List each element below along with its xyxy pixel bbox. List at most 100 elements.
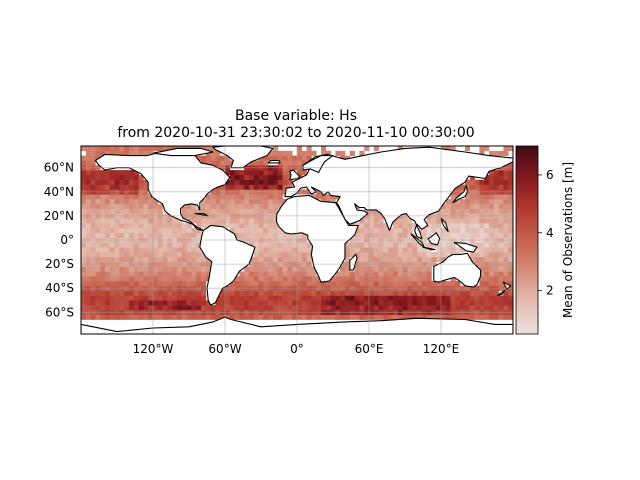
heatmap-cell	[215, 218, 221, 224]
heatmap-cell	[325, 314, 331, 320]
coastline	[453, 241, 478, 253]
heatmap-cell	[81, 199, 87, 205]
heatmap-cell	[157, 305, 163, 311]
heatmap-cell	[306, 295, 312, 301]
heatmap-cell	[436, 227, 442, 234]
heatmap-cell	[268, 252, 274, 258]
heatmap-cell	[388, 266, 394, 272]
heatmap-cell	[90, 208, 96, 214]
heatmap-cell	[301, 290, 307, 296]
heatmap-cell	[508, 305, 513, 311]
heatmap-cell	[498, 271, 504, 277]
heatmap-cell	[95, 232, 101, 238]
heatmap-cell	[181, 203, 187, 209]
heatmap-cell	[450, 242, 456, 248]
heatmap-cell	[205, 155, 211, 161]
heatmap-cell	[124, 247, 130, 253]
heatmap-cell	[196, 252, 202, 258]
heatmap-cell	[484, 242, 490, 248]
heatmap-cell	[426, 242, 432, 248]
heatmap-cell	[263, 208, 269, 214]
heatmap-cell	[311, 150, 317, 156]
heatmap-cell	[95, 218, 101, 224]
heatmap-cell	[239, 174, 245, 181]
heatmap-cell	[417, 247, 423, 253]
heatmap-cell	[220, 305, 226, 311]
heatmap-cell	[474, 179, 480, 185]
heatmap-cell	[220, 194, 226, 200]
heatmap-cell	[90, 295, 96, 301]
coastline	[433, 252, 482, 288]
heatmap-cell	[172, 271, 178, 277]
heatmap-cell	[167, 300, 173, 306]
heatmap-cell	[345, 290, 351, 296]
colorbar: 246 Mean of Observations [m]	[515, 145, 575, 335]
heatmap-cell	[498, 223, 504, 229]
heatmap-cell	[354, 232, 360, 238]
heatmap-cell	[297, 242, 303, 248]
heatmap-cell	[119, 150, 125, 156]
heatmap-cell	[417, 242, 423, 248]
heatmap-cell	[153, 305, 159, 311]
heatmap-cell	[359, 218, 365, 224]
heatmap-cell	[268, 223, 274, 229]
heatmap-cell	[508, 290, 513, 296]
heatmap-cell	[273, 174, 279, 181]
heatmap-cell	[335, 295, 341, 301]
heatmap-cell	[181, 276, 187, 282]
heatmap-cell	[479, 290, 485, 296]
heatmap-cell	[220, 199, 226, 205]
heatmap-cell	[450, 280, 456, 287]
heatmap-cell	[383, 295, 389, 301]
heatmap-cell	[455, 232, 461, 238]
heatmap-cell	[277, 174, 283, 181]
heatmap-cell	[503, 150, 509, 156]
heatmap-cell	[273, 247, 279, 253]
heatmap-cell	[445, 199, 451, 205]
heatmap-cell	[268, 227, 274, 234]
heatmap-cell	[393, 305, 399, 311]
heatmap-cell	[263, 290, 269, 296]
heatmap-cell	[503, 184, 509, 190]
heatmap-cell	[460, 203, 466, 209]
heatmap-cell	[292, 232, 298, 238]
heatmap-cell	[407, 218, 413, 224]
heatmap-cell	[124, 300, 130, 306]
heatmap-cell	[138, 223, 144, 229]
heatmap-cell	[421, 295, 427, 301]
heatmap-cell	[191, 203, 197, 209]
heatmap-cell	[258, 203, 264, 209]
heatmap-cell	[133, 300, 139, 306]
heatmap-cell	[460, 227, 466, 234]
heatmap-cell	[95, 223, 101, 229]
heatmap-cell	[114, 232, 120, 238]
heatmap-cell	[249, 266, 255, 272]
heatmap-cell	[114, 280, 120, 287]
heatmap-cell	[177, 276, 183, 282]
heatmap-cell	[263, 199, 269, 205]
heatmap-cell	[263, 155, 269, 161]
heatmap-cell	[292, 160, 298, 166]
heatmap-cell	[311, 295, 317, 301]
heatmap-cell	[465, 314, 471, 320]
heatmap-cell	[369, 218, 375, 224]
heatmap-cell	[225, 184, 231, 190]
heatmap-cell	[201, 290, 207, 296]
heatmap-cell	[465, 295, 471, 301]
heatmap-cell	[263, 295, 269, 301]
heatmap-cell	[455, 280, 461, 287]
heatmap-cell	[441, 290, 447, 296]
heatmap-cell	[393, 276, 399, 282]
heatmap-cell	[225, 155, 231, 161]
colorbar-gradient	[516, 146, 538, 334]
heatmap-cell	[90, 146, 96, 152]
heatmap-cell	[119, 146, 125, 152]
heatmap-cell	[474, 290, 480, 296]
heatmap-cell	[90, 271, 96, 277]
heatmap-cell	[479, 242, 485, 248]
heatmap-cell	[133, 208, 139, 214]
heatmap-cell	[388, 232, 394, 238]
heatmap-cell	[282, 150, 288, 156]
lat-tick-labels: 60°N40°N20°N0°20°S40°S60°S	[44, 161, 74, 320]
heatmap-cell	[402, 218, 408, 224]
